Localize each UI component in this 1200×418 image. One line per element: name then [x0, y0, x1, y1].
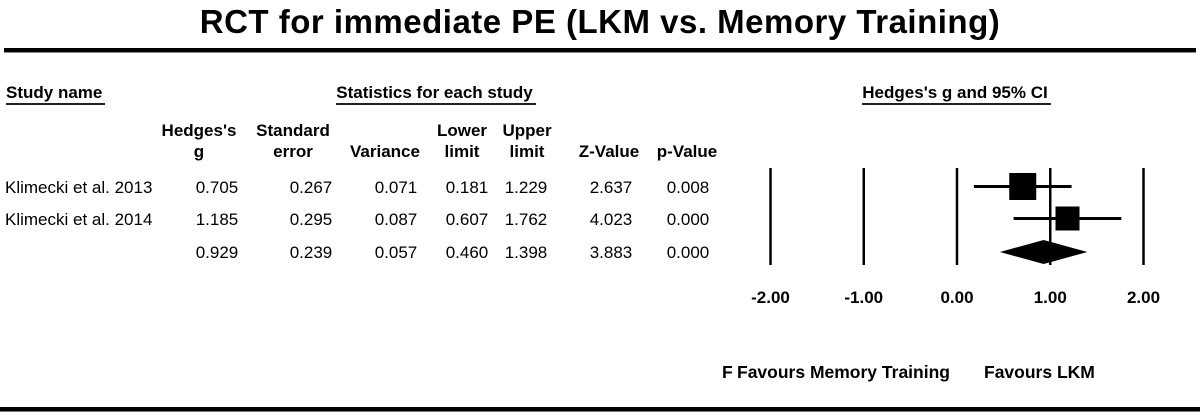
section-header-effect-ci: Hedges's g and 95% CI: [862, 84, 1051, 105]
axis-tick-label: 1.00: [1033, 288, 1067, 307]
stat-cell-p-value: 0.000: [666, 242, 710, 262]
footer-clipped-f-artifact: F: [722, 362, 733, 382]
section-header-study-name: Study name: [6, 84, 106, 105]
study-name-cell: Klimecki et al. 2013: [5, 177, 153, 197]
stat-cell-hedges-g: 0.705: [195, 177, 239, 197]
stat-cell-variance: 0.057: [374, 242, 418, 262]
axis-tick-label: -1.00: [844, 288, 884, 307]
stat-cell-standard-error: 0.267: [289, 177, 333, 197]
axis-tick-label: 0.00: [940, 288, 974, 307]
stat-cell-p-value: 0.000: [666, 209, 710, 229]
stat-cell-variance: 0.087: [374, 209, 418, 229]
footer-favours-right-label: Favours LKM: [984, 362, 1095, 382]
axis-tick-label: -2.00: [751, 288, 790, 307]
top-rule: [4, 48, 1196, 53]
bottom-rule: [0, 407, 1200, 412]
column-header-upper-limit: Upper limit: [502, 121, 552, 161]
column-header-z-value: Z-Value: [578, 142, 640, 161]
stat-cell-z-value: 3.883: [589, 242, 633, 262]
stat-cell-z-value: 4.023: [589, 209, 633, 229]
stat-cell-upper-limit: 1.398: [504, 242, 548, 262]
study-point-estimate-square: [1009, 173, 1037, 200]
column-header-variance: Variance: [350, 142, 420, 161]
column-header-lower-limit: Lower limit: [436, 121, 488, 161]
stat-cell-lower-limit: 0.607: [445, 209, 489, 229]
figure-title: RCT for immediate PE (LKM vs. Memory Tra…: [199, 3, 1001, 40]
column-header-hedges-g: Hedges's g: [161, 121, 237, 161]
column-header-p-value: p-Value: [656, 142, 718, 161]
stat-cell-lower-limit: 0.181: [445, 177, 489, 197]
axis-tick-label: 2.00: [1126, 288, 1161, 307]
study-name-cell: Klimecki et al. 2014: [5, 209, 153, 229]
section-header-statistics: Statistics for each study: [336, 84, 536, 105]
forest-plot-svg: [769, 168, 1145, 265]
stat-cell-z-value: 2.637: [589, 177, 633, 197]
stat-cell-variance: 0.071: [374, 177, 418, 197]
pooled-effect-diamond: [999, 240, 1088, 264]
column-header-standard-error: Standard error: [256, 121, 330, 161]
stat-cell-standard-error: 0.295: [289, 209, 333, 229]
forest-plot-area: [740, 164, 1200, 268]
stat-cell-hedges-g: 0.929: [195, 242, 239, 262]
stat-cell-lower-limit: 0.460: [445, 242, 489, 262]
stat-cell-upper-limit: 1.229: [504, 177, 548, 197]
footer-favours-left-label: Favours Memory Training: [737, 362, 950, 382]
stat-cell-upper-limit: 1.762: [504, 209, 548, 229]
stat-cell-p-value: 0.008: [666, 177, 710, 197]
study-point-estimate-square: [1055, 206, 1080, 231]
stat-cell-hedges-g: 1.185: [195, 209, 239, 229]
stat-cell-standard-error: 0.239: [289, 242, 333, 262]
